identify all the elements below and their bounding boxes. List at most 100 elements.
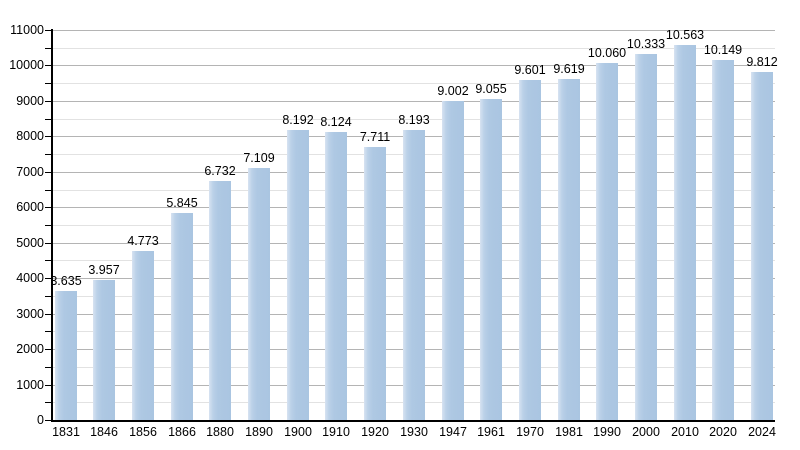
bar-value-label: 8.124 — [320, 115, 352, 129]
bar-value-label: 10.333 — [626, 37, 666, 51]
bar-value-label: 7.711 — [359, 130, 391, 144]
bar — [287, 130, 309, 420]
bar-value-label: 3.635 — [50, 274, 82, 288]
x-axis-label: 2020 — [709, 425, 737, 439]
y-axis-tick — [45, 296, 51, 297]
bar — [209, 181, 231, 420]
bar-value-label: 5.845 — [166, 196, 198, 210]
bar — [132, 251, 154, 420]
bar-value-label: 9.601 — [514, 63, 546, 77]
y-axis-line — [51, 29, 53, 420]
x-axis-label: 1947 — [439, 425, 467, 439]
y-axis-label: 10000 — [9, 58, 44, 72]
y-axis-tick — [45, 136, 51, 137]
bar — [364, 147, 386, 420]
x-axis-label: 1866 — [168, 425, 196, 439]
bar — [635, 54, 657, 420]
bar-value-label: 10.563 — [665, 28, 705, 42]
y-axis-tick — [45, 154, 51, 155]
x-axis-label: 1831 — [52, 425, 80, 439]
x-axis-label: 1910 — [322, 425, 350, 439]
bar-value-label: 9.619 — [553, 62, 585, 76]
bar — [480, 99, 502, 420]
y-axis-label: 11000 — [10, 23, 44, 37]
y-axis-label: 7000 — [16, 165, 44, 179]
y-axis-tick — [45, 119, 51, 120]
gridline-major — [52, 65, 775, 66]
y-axis-label: 2000 — [16, 342, 44, 356]
bar — [674, 45, 696, 420]
x-axis-label: 2010 — [671, 425, 699, 439]
x-axis-label: 1961 — [477, 425, 505, 439]
bar-value-label: 9.812 — [746, 55, 778, 69]
y-axis-label: 1000 — [16, 378, 44, 392]
x-axis-label: 2000 — [632, 425, 660, 439]
y-axis-tick — [45, 83, 51, 84]
bar-value-label: 4.773 — [127, 234, 159, 248]
y-axis-tick — [45, 349, 51, 350]
bar — [403, 130, 425, 420]
bar-value-label: 10.060 — [587, 46, 627, 60]
y-axis-tick — [45, 260, 51, 261]
y-axis-tick — [45, 101, 51, 102]
bar — [751, 72, 773, 420]
y-axis-tick — [45, 278, 51, 279]
y-axis-tick — [45, 331, 51, 332]
bar — [171, 213, 193, 420]
y-axis-label: 8000 — [16, 129, 44, 143]
y-axis-label: 9000 — [16, 94, 44, 108]
bar-value-label: 3.957 — [88, 263, 120, 277]
x-axis-label: 1890 — [245, 425, 273, 439]
bar — [442, 101, 464, 420]
y-axis-label: 3000 — [16, 307, 44, 321]
y-axis-tick — [45, 402, 51, 403]
y-axis-tick — [45, 48, 51, 49]
gridline-minor — [52, 48, 775, 49]
bar — [519, 80, 541, 420]
y-axis-tick — [45, 30, 51, 31]
bar — [248, 168, 270, 420]
y-axis-tick — [45, 367, 51, 368]
x-axis-label: 1846 — [90, 425, 118, 439]
y-axis-tick — [45, 65, 51, 66]
y-axis-label: 0 — [37, 413, 44, 427]
bar — [93, 280, 115, 420]
x-axis-label: 1920 — [361, 425, 389, 439]
x-axis-label: 1981 — [555, 425, 583, 439]
bar-value-label: 9.002 — [437, 84, 469, 98]
x-axis-label: 1856 — [129, 425, 157, 439]
bar — [558, 79, 580, 420]
gridline-major — [52, 30, 775, 31]
y-axis-tick — [45, 385, 51, 386]
x-axis-label: 2024 — [748, 425, 776, 439]
bar — [596, 63, 618, 420]
gridline-major — [52, 101, 775, 102]
bar — [712, 60, 734, 420]
y-axis-label: 5000 — [16, 236, 44, 250]
y-axis-tick — [45, 172, 51, 173]
y-axis-tick — [45, 420, 51, 421]
x-axis-label: 1900 — [284, 425, 312, 439]
bar — [325, 132, 347, 420]
bar-value-label: 6.732 — [204, 164, 236, 178]
bar-value-label: 9.055 — [475, 82, 507, 96]
gridline-minor — [52, 83, 775, 84]
bar-value-label: 8.192 — [282, 113, 314, 127]
x-axis-label: 1970 — [516, 425, 544, 439]
y-axis-tick — [45, 314, 51, 315]
y-axis-tick — [45, 225, 51, 226]
bar — [55, 291, 77, 420]
y-axis-label: 6000 — [16, 200, 44, 214]
y-axis-tick — [45, 243, 51, 244]
y-axis-label: 4000 — [16, 271, 44, 285]
bar-value-label: 8.193 — [398, 113, 430, 127]
x-axis-line — [51, 420, 775, 422]
x-axis-label: 1990 — [593, 425, 621, 439]
bar-value-label: 7.109 — [243, 151, 275, 165]
y-axis-tick — [45, 207, 51, 208]
x-axis-label: 1880 — [206, 425, 234, 439]
y-axis-tick — [45, 190, 51, 191]
gridline-minor — [52, 119, 775, 120]
